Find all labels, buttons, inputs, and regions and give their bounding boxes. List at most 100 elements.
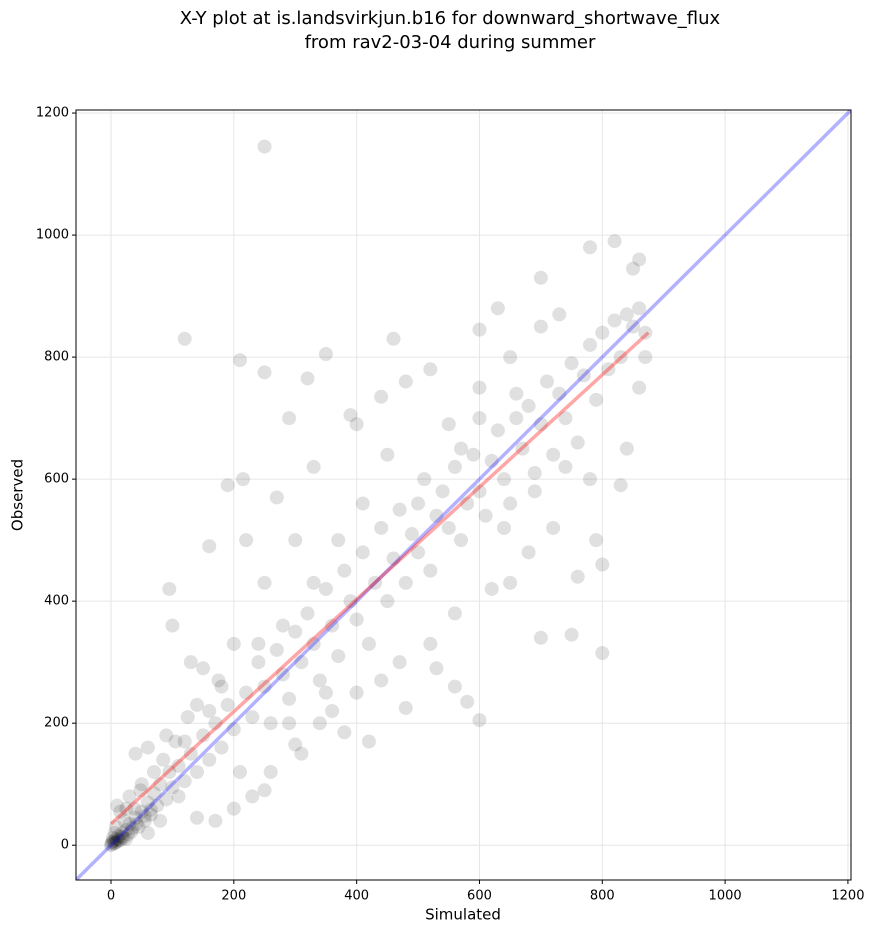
- y-tick-label: 800: [44, 350, 69, 365]
- scatter-point: [131, 819, 146, 834]
- grid: [76, 110, 851, 880]
- scatter-point: [306, 575, 321, 590]
- scatter-point: [570, 569, 585, 584]
- scatter-point: [497, 520, 512, 535]
- y-tick-label: 600: [44, 472, 69, 487]
- scatter-point: [576, 368, 591, 383]
- scatter-point: [180, 710, 195, 725]
- scatter-point: [183, 655, 198, 670]
- scatter-point: [288, 624, 303, 639]
- scatter-point: [632, 380, 647, 395]
- y-tick-label: 0: [61, 838, 69, 853]
- plot-area: [76, 110, 851, 880]
- scatter-point: [454, 533, 469, 548]
- scatter-point: [546, 447, 561, 462]
- scatter-point: [411, 545, 426, 560]
- scatter-point: [540, 374, 555, 389]
- scatter-point: [137, 808, 152, 823]
- scatter-point: [337, 563, 352, 578]
- scatter-point: [119, 822, 134, 837]
- scatter-point: [478, 508, 493, 523]
- scatter-point: [115, 829, 130, 844]
- scatter-point: [119, 801, 134, 816]
- scatter-point: [533, 319, 548, 334]
- scatter-point: [189, 810, 204, 825]
- scatter-point: [380, 594, 395, 609]
- scatter-point: [509, 411, 524, 426]
- scatter-point: [533, 270, 548, 285]
- scatter-point: [257, 679, 272, 694]
- scatter-point: [140, 740, 155, 755]
- scatter-point: [263, 765, 278, 780]
- scatter-point: [613, 478, 628, 493]
- scatter-point: [619, 307, 634, 322]
- scatter-point: [236, 472, 251, 487]
- scatter-point: [113, 833, 128, 848]
- scatter-point: [117, 813, 132, 828]
- scatter-point: [484, 581, 499, 596]
- scatter-point: [472, 411, 487, 426]
- scatter-point: [374, 389, 389, 404]
- scatter-point: [521, 398, 536, 413]
- scatter-point: [105, 830, 120, 845]
- scatter-point: [583, 337, 598, 352]
- scatter-point: [105, 835, 120, 850]
- y-tick-label: 200: [44, 716, 69, 731]
- scatter-point: [108, 832, 123, 847]
- scatter-point: [177, 331, 192, 346]
- scatter-point: [288, 737, 303, 752]
- scatter-point: [595, 646, 610, 661]
- scatter-point: [232, 765, 247, 780]
- scatter-point: [122, 816, 137, 831]
- scatter-point: [294, 746, 309, 761]
- scatter-point: [583, 472, 598, 487]
- scatter-point: [589, 392, 604, 407]
- scatter-point: [257, 365, 272, 380]
- scatter-point: [361, 636, 376, 651]
- scatter-point: [104, 837, 119, 852]
- scatter-point: [613, 350, 628, 365]
- scatter-point: [214, 679, 229, 694]
- scatter-point: [104, 838, 119, 853]
- scatter-point: [257, 575, 272, 590]
- scatter-point: [337, 725, 352, 740]
- fit-line: [109, 331, 650, 826]
- scatter-point: [269, 642, 284, 657]
- scatter-point: [460, 496, 475, 511]
- x-tick-label: 0: [107, 889, 115, 904]
- scatter-point: [108, 819, 123, 834]
- scatter-point: [226, 801, 241, 816]
- scatter-point: [153, 777, 168, 792]
- scatter-point: [211, 673, 226, 688]
- scatter-point: [484, 453, 499, 468]
- scatter-point: [208, 716, 223, 731]
- scatter-point: [533, 630, 548, 645]
- scatter-point: [374, 673, 389, 688]
- scatter-point: [638, 325, 653, 340]
- scatter-point: [607, 234, 622, 249]
- scatter-point: [177, 734, 192, 749]
- scatter-point: [472, 484, 487, 499]
- scatter-point: [521, 545, 536, 560]
- scatter-point: [183, 746, 198, 761]
- axes-frame: [75, 109, 852, 881]
- scatter-point: [429, 508, 444, 523]
- scatter-point: [472, 380, 487, 395]
- scatter-point: [331, 533, 346, 548]
- scatter-point: [325, 618, 340, 633]
- scatter-point: [558, 411, 573, 426]
- scatter-point: [318, 685, 333, 700]
- scatter-point: [110, 798, 125, 813]
- y-tick-label: 1200: [36, 106, 69, 121]
- scatter-point: [546, 520, 561, 535]
- scatter-point: [398, 374, 413, 389]
- scatter-point: [490, 301, 505, 316]
- scatter-point: [447, 679, 462, 694]
- scatter-point: [168, 734, 183, 749]
- scatter-point: [503, 575, 518, 590]
- scatter-point: [490, 423, 505, 438]
- scatter-point: [177, 774, 192, 789]
- scatter-point: [300, 371, 315, 386]
- scatter-point: [386, 331, 401, 346]
